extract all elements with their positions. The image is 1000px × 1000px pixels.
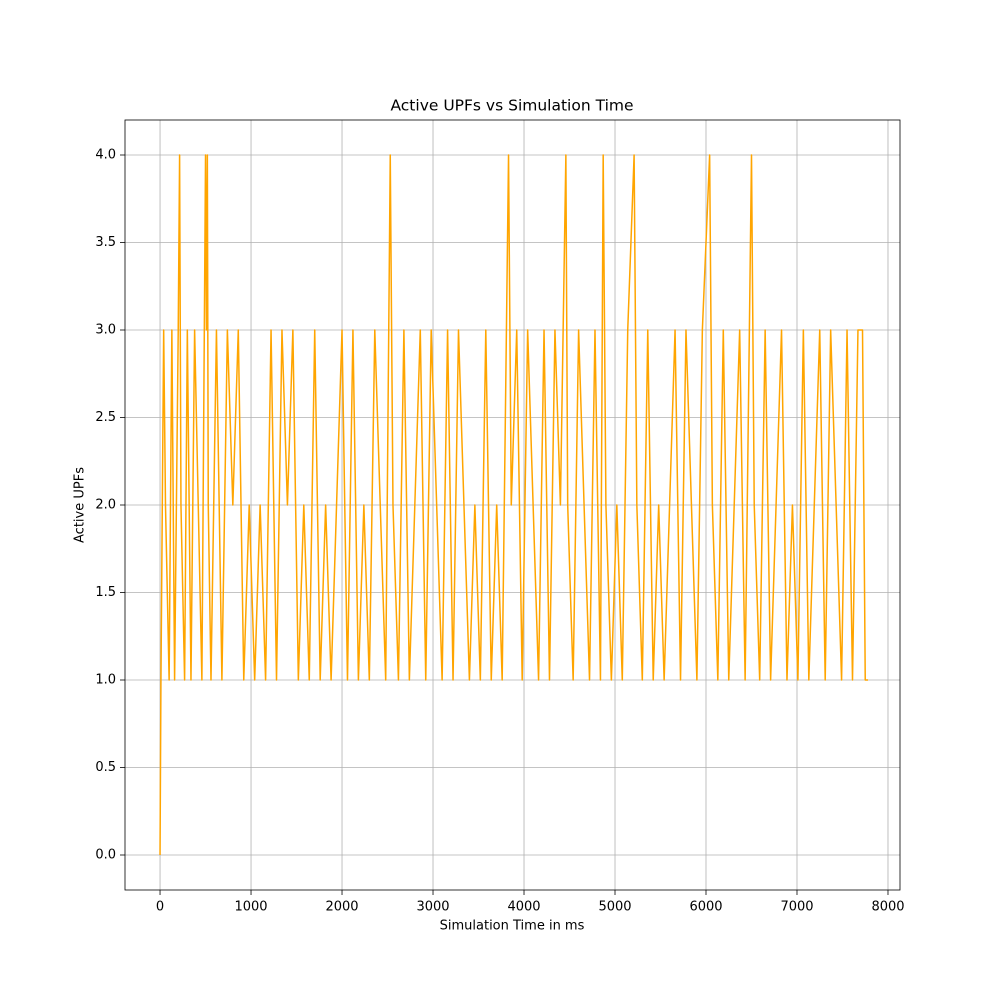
y-tick-label: 0.0 [95,848,116,863]
y-tick-label: 4.0 [95,148,116,163]
y-tick-label: 3.5 [95,235,116,250]
y-tick-label: 0.5 [95,760,116,775]
y-tick-label: 2.5 [95,410,116,425]
x-tick-label: 5000 [598,900,631,915]
x-tick-label: 1000 [234,900,267,915]
x-tick-label: 0 [156,900,164,915]
x-tick-label: 6000 [689,900,722,915]
y-tick-label: 2.0 [95,498,116,513]
data-line [159,154,868,856]
plot-frame [124,119,901,891]
y-tick-label: 3.0 [95,323,116,338]
y-tick-label: 1.0 [95,673,116,688]
x-tick-label: 8000 [871,900,904,915]
x-tick-label: 2000 [325,900,358,915]
chart-title: Active UPFs vs Simulation Time [390,97,633,115]
x-tick-label: 4000 [507,900,540,915]
y-tick-label: 1.5 [95,585,116,600]
x-tick-label: 7000 [780,900,813,915]
x-axis-label: Simulation Time in ms [440,919,585,934]
y-axis-label: Active UPFs [73,467,88,543]
x-tick-label: 3000 [416,900,449,915]
